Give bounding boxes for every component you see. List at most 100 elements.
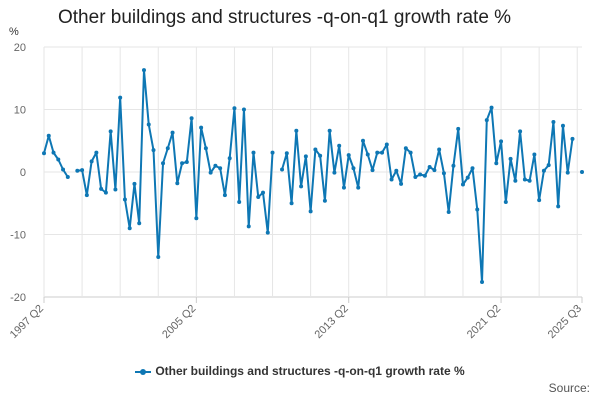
data-point [484, 118, 489, 123]
y-tick-label: 10 [14, 105, 26, 117]
data-point [541, 168, 546, 173]
data-point [322, 198, 327, 203]
data-point [213, 163, 218, 168]
data-point [75, 168, 80, 173]
data-point [394, 168, 399, 173]
data-point [227, 156, 232, 161]
data-point [232, 106, 237, 111]
y-tick-label: -10 [10, 230, 26, 242]
data-point [360, 138, 365, 143]
data-point [470, 166, 475, 171]
data-point [141, 68, 146, 73]
data-point [132, 181, 137, 186]
data-point [146, 122, 151, 127]
data-point [199, 125, 204, 130]
data-point [237, 200, 242, 204]
data-point [261, 190, 266, 195]
data-point [389, 177, 394, 182]
data-point [351, 166, 356, 171]
data-point [341, 185, 346, 190]
data-point [356, 185, 361, 190]
data-point [89, 159, 94, 164]
data-point [80, 168, 85, 173]
data-point [380, 150, 385, 155]
data-point [489, 105, 494, 110]
data-point [422, 173, 427, 178]
x-tick-label: 2025 Q3 [546, 303, 584, 341]
data-point [580, 170, 584, 174]
data-point [346, 153, 351, 158]
data-point [465, 175, 470, 180]
data-point [365, 152, 370, 157]
data-point [494, 161, 499, 166]
data-point [99, 186, 104, 191]
data-point [384, 142, 389, 147]
data-point [170, 130, 175, 135]
data-point [289, 201, 294, 206]
data-point [537, 198, 542, 203]
legend-series-swatch [135, 367, 152, 377]
data-point [203, 146, 208, 151]
data-point [270, 150, 275, 155]
data-point [522, 177, 527, 182]
data-point [532, 152, 537, 157]
data-point [175, 181, 180, 186]
data-point [46, 133, 51, 138]
data-point [51, 150, 56, 155]
data-point [503, 200, 508, 204]
data-point [570, 136, 575, 141]
data-point [241, 107, 246, 112]
data-point [427, 165, 432, 169]
data-point [156, 255, 161, 259]
source-label: Source: [548, 381, 590, 395]
y-tick-label: 0 [20, 167, 26, 179]
data-point [332, 170, 337, 175]
data-point [113, 187, 118, 192]
data-point [265, 230, 270, 235]
data-point [441, 171, 446, 176]
data-point [280, 167, 285, 172]
x-tick-label: 2021 Q2 [465, 303, 503, 341]
data-point [61, 167, 66, 172]
data-point [284, 151, 289, 156]
data-point [451, 163, 456, 168]
data-point [208, 170, 213, 175]
data-point [294, 128, 299, 133]
data-point [518, 129, 523, 134]
data-point [513, 178, 518, 183]
data-point [456, 126, 461, 131]
data-point [246, 224, 251, 229]
x-tick-label: 1997 Q2 [8, 303, 46, 341]
data-point [184, 160, 189, 164]
data-point [161, 161, 166, 166]
y-tick-label: 20 [14, 42, 26, 54]
data-point [432, 168, 437, 173]
data-point [527, 178, 532, 183]
data-point [460, 182, 465, 187]
data-point [499, 139, 504, 144]
data-point [218, 166, 223, 171]
x-tick-label: 2005 Q2 [160, 303, 198, 341]
data-point [508, 156, 513, 161]
data-point [565, 170, 570, 175]
data-point [413, 175, 418, 179]
y-axis-unit-label: % [9, 26, 19, 38]
data-point [308, 209, 313, 214]
data-point [222, 193, 227, 198]
data-point [151, 148, 156, 153]
data-point [56, 157, 61, 162]
data-point [556, 204, 561, 209]
data-point [108, 129, 113, 134]
data-point [194, 216, 199, 221]
data-point [137, 221, 142, 226]
data-point [189, 116, 194, 121]
data-point [560, 123, 565, 128]
data-point [327, 128, 332, 133]
data-point [313, 147, 318, 152]
data-point [399, 181, 404, 186]
chart-legend[interactable]: Other buildings and structures -q-on-q1 … [0, 364, 600, 378]
data-point [551, 120, 556, 124]
data-point [180, 161, 185, 166]
data-point [546, 163, 551, 168]
data-point [403, 146, 408, 151]
